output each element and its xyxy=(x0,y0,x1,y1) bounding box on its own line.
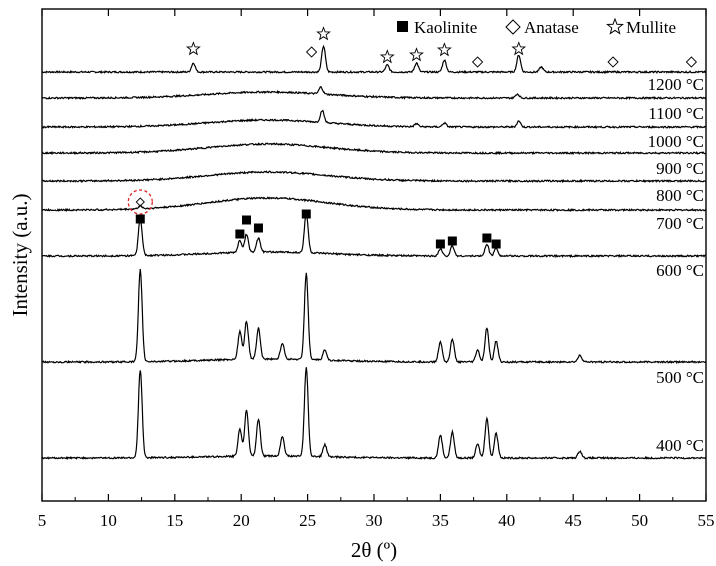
anatase-marker xyxy=(471,56,484,68)
pattern-curve xyxy=(41,268,707,365)
pattern-curve xyxy=(41,196,707,213)
anatase-marker xyxy=(607,56,619,68)
x-tick-label: 50 xyxy=(631,511,648,530)
pattern-curve xyxy=(41,170,707,184)
temperature-label: 600 °C xyxy=(656,261,704,280)
kaolinite-marker xyxy=(253,223,263,233)
temperature-labels: 1200 °C 1100 °C 1000 °C 900 °C 800 °C 700 °C 6… xyxy=(648,75,704,455)
x-tick-label: 30 xyxy=(366,511,383,530)
phase-markers xyxy=(127,26,698,249)
legend: Kaolinite Anatase Mullite xyxy=(397,17,676,37)
legend-mullite-symbol xyxy=(606,17,624,35)
kaolinite-marker xyxy=(447,236,457,246)
kaolinite-marker xyxy=(435,239,445,249)
legend-kaolinite-label: Kaolinite xyxy=(414,18,477,37)
legend-kaolinite-symbol xyxy=(397,21,408,32)
mullite-marker xyxy=(436,42,452,57)
mullite-marker xyxy=(409,47,424,62)
pattern-curve xyxy=(41,85,707,101)
x-axis-ticks: 5 10 15 20 25 30 35 40 45 50 55 xyxy=(38,9,715,530)
kaolinite-marker xyxy=(235,229,245,239)
anatase-marker xyxy=(685,56,698,68)
anatase-marker xyxy=(135,197,145,207)
pattern-curve xyxy=(41,44,707,75)
x-tick-label: 5 xyxy=(38,511,47,530)
legend-anatase-symbol xyxy=(505,19,521,35)
temperature-label: 1000 °C xyxy=(648,132,704,151)
x-tick-label: 20 xyxy=(233,511,250,530)
kaolinite-marker xyxy=(135,214,145,224)
temperature-label: 500 °C xyxy=(656,368,704,387)
mullite-marker xyxy=(511,41,527,56)
diffraction-curves xyxy=(41,44,707,461)
kaolinite-marker xyxy=(242,215,252,225)
x-tick-label: 40 xyxy=(498,511,515,530)
x-tick-label: 10 xyxy=(100,511,117,530)
kaolinite-marker xyxy=(491,239,501,249)
x-axis-title: 2θ (º) xyxy=(351,538,397,562)
pattern-curve xyxy=(41,109,706,129)
temperature-label: 1100 °C xyxy=(648,104,704,123)
legend-mullite-label: Mullite xyxy=(626,18,676,37)
temperature-label: 400 °C xyxy=(656,436,704,455)
pattern-curve xyxy=(41,367,707,461)
mullite-marker xyxy=(185,41,201,56)
x-tick-label: 15 xyxy=(166,511,183,530)
kaolinite-marker xyxy=(482,233,492,243)
mullite-marker xyxy=(316,26,331,41)
x-tick-label: 35 xyxy=(432,511,449,530)
temperature-label: 900 °C xyxy=(656,159,704,178)
anatase-marker xyxy=(305,46,318,58)
x-tick-label: 25 xyxy=(299,511,316,530)
legend-anatase-label: Anatase xyxy=(524,18,579,37)
highlight-circle xyxy=(127,189,153,215)
temperature-label: 1200 °C xyxy=(648,75,704,94)
temperature-label: 700 °C xyxy=(656,214,704,233)
pattern-curve xyxy=(41,142,707,156)
temperature-label: 800 °C xyxy=(656,186,704,205)
mullite-marker xyxy=(379,49,395,64)
x-tick-label: 55 xyxy=(698,511,715,530)
kaolinite-marker xyxy=(301,209,311,219)
x-tick-label: 45 xyxy=(565,511,582,530)
pattern-curve xyxy=(41,212,707,259)
y-axis-title: Intensity (a.u.) xyxy=(8,193,32,316)
